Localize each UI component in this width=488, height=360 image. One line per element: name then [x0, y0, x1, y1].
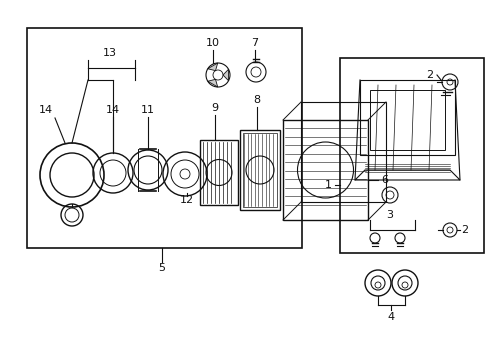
Bar	[359, 80, 454, 155]
Text: 8: 8	[253, 95, 260, 105]
Text: 4: 4	[386, 312, 394, 322]
Polygon shape	[207, 79, 217, 87]
Bar	[369, 90, 444, 150]
Bar	[200, 140, 238, 205]
Text: 1: 1	[324, 180, 331, 190]
Text: 7: 7	[251, 38, 258, 48]
Text: 11: 11	[141, 105, 155, 115]
Polygon shape	[223, 69, 228, 81]
Text: 12: 12	[180, 195, 194, 205]
Text: 2: 2	[461, 225, 468, 235]
Polygon shape	[207, 63, 217, 71]
Text: 13: 13	[103, 48, 117, 58]
Text: 5: 5	[158, 263, 165, 273]
Bar	[27, 28, 302, 248]
Bar	[339, 58, 483, 253]
Bar	[240, 130, 280, 210]
Text: 6: 6	[381, 175, 387, 185]
Text: 9: 9	[211, 103, 218, 113]
Bar	[283, 120, 367, 220]
Text: 3: 3	[386, 210, 393, 220]
Bar	[301, 102, 385, 202]
Text: 14: 14	[39, 105, 53, 115]
Text: 14: 14	[106, 105, 120, 115]
Text: 2: 2	[426, 70, 433, 80]
Text: 10: 10	[205, 38, 220, 48]
Bar	[243, 133, 276, 207]
